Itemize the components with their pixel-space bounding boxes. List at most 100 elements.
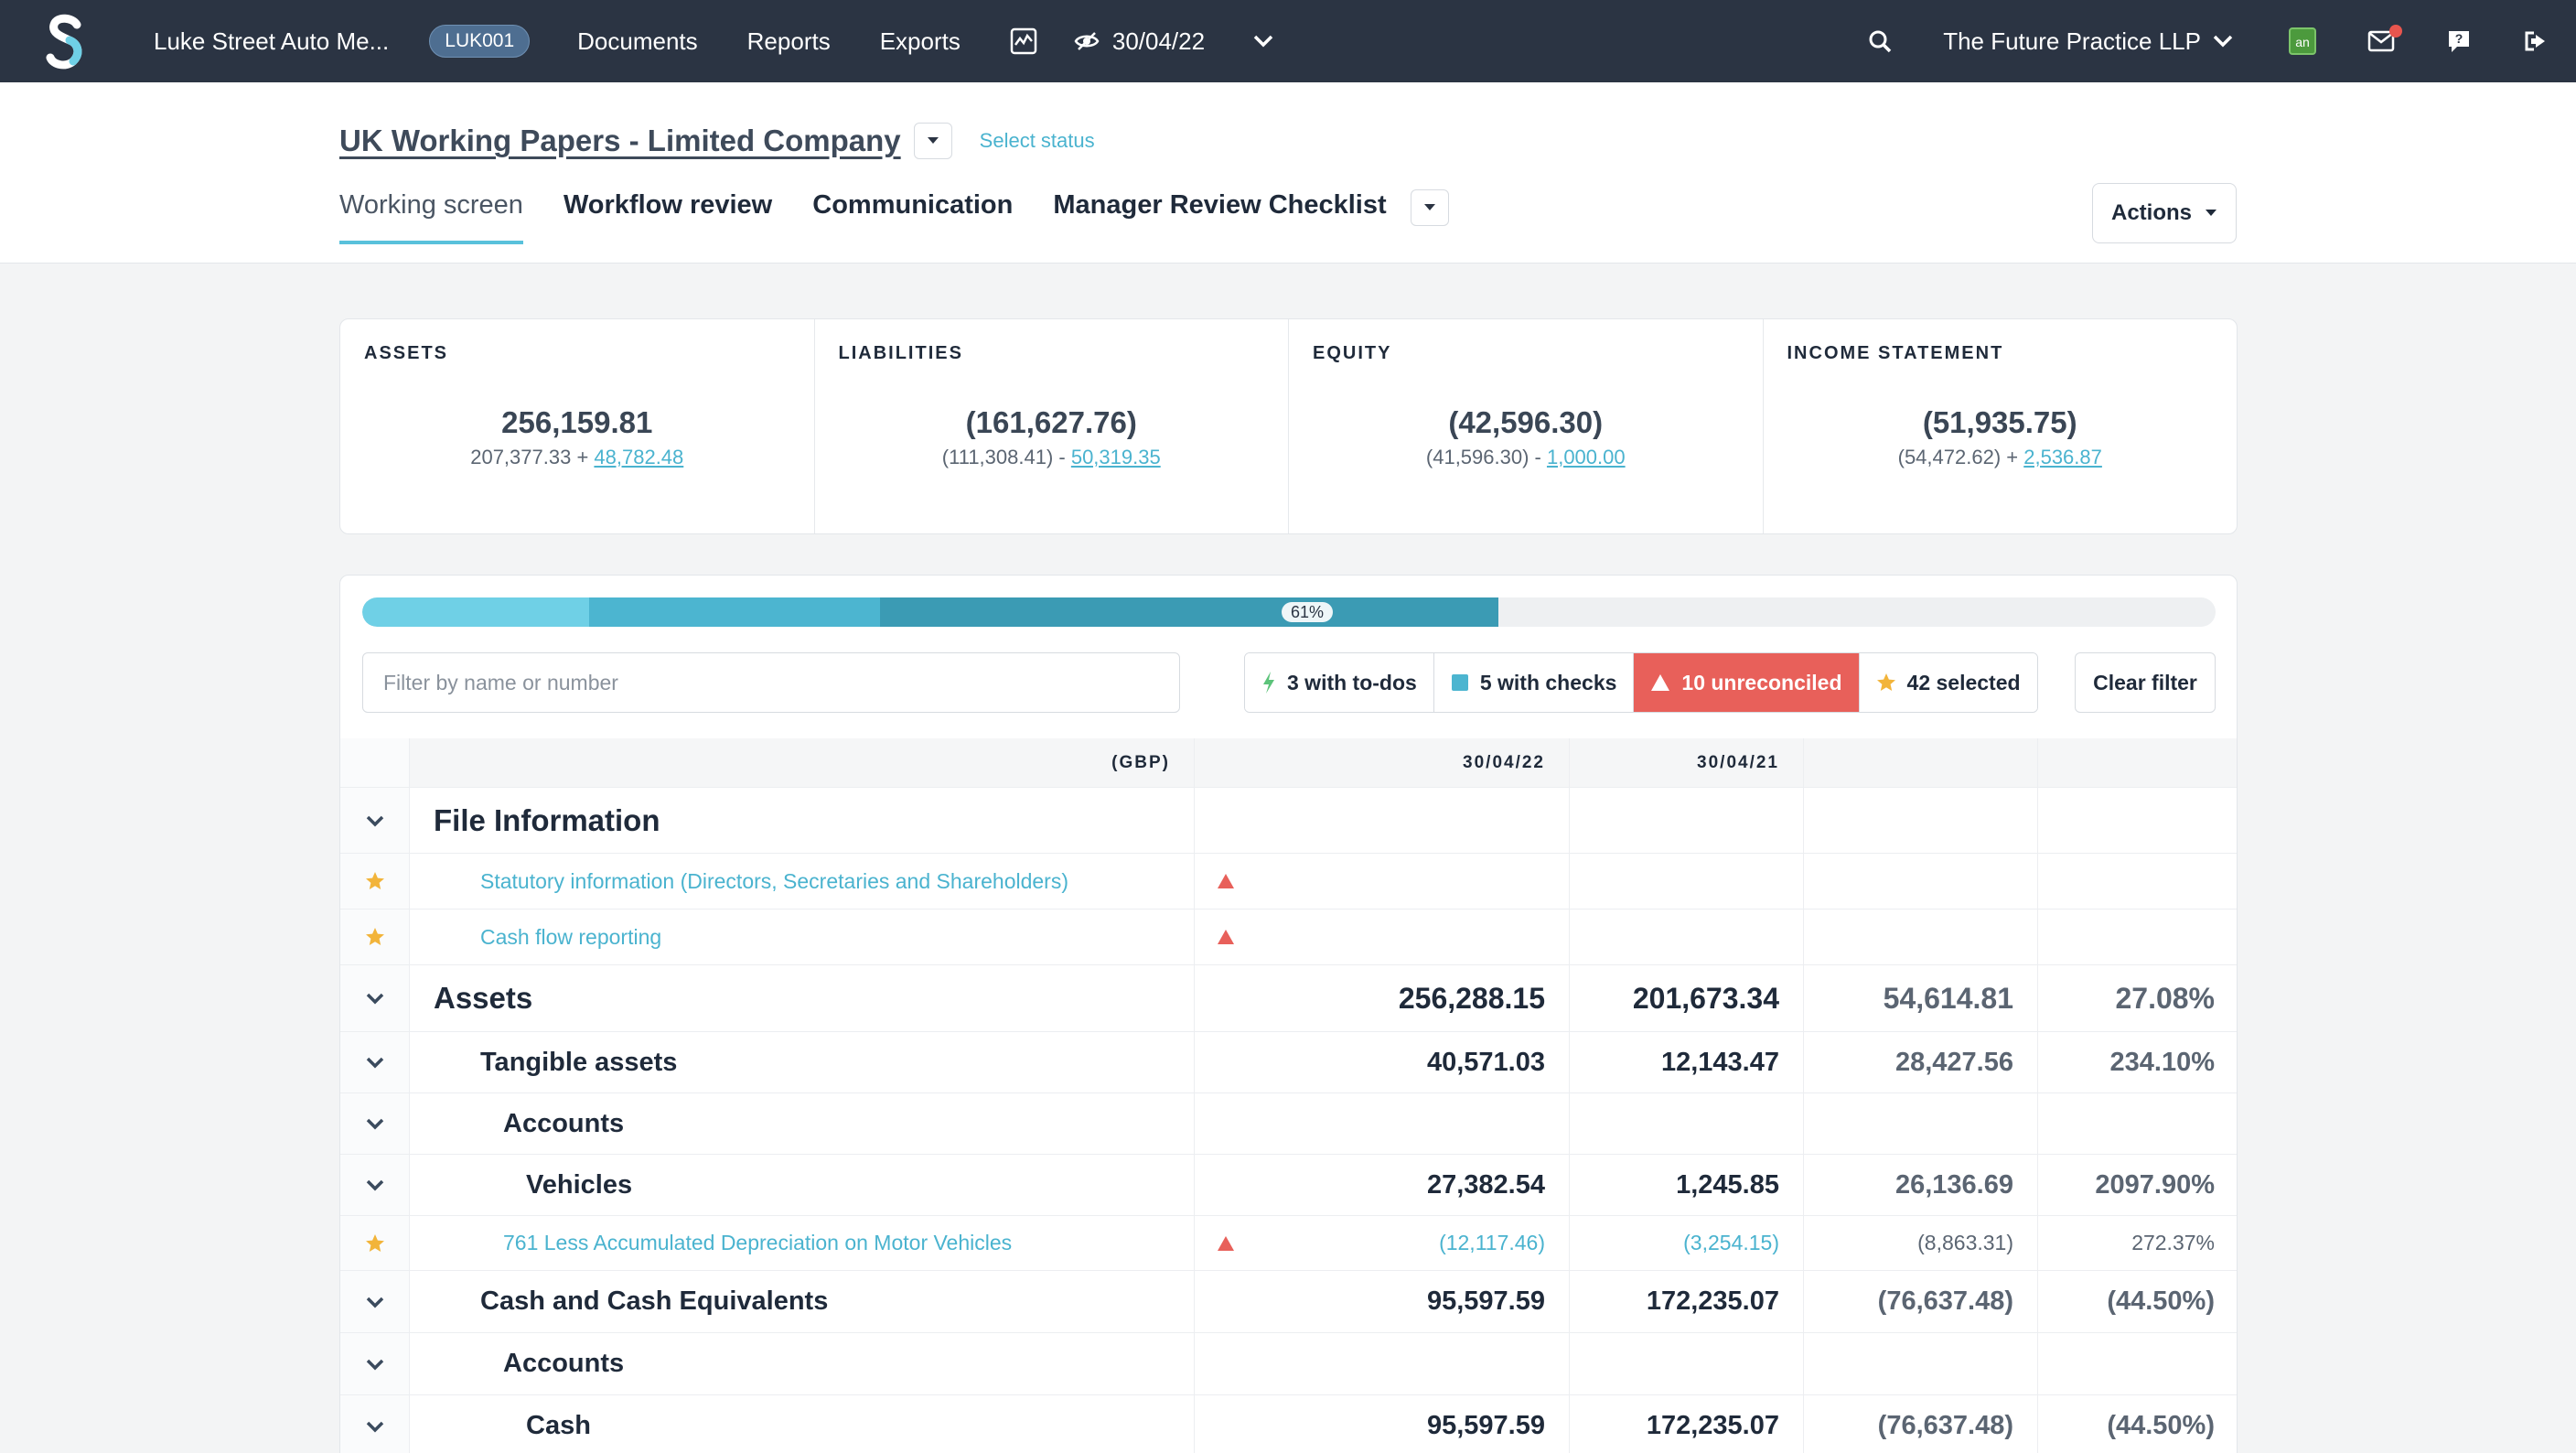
progress-segment-complete (362, 597, 589, 627)
warning-triangle-icon (1651, 674, 1670, 691)
tab-communication[interactable]: Communication (812, 190, 1014, 220)
client-code-badge: LUK001 (429, 25, 531, 58)
prior-value: 201,673.34 (1632, 981, 1779, 1015)
row-label: Accounts (503, 1349, 625, 1378)
filter-chips: 3 with to-dos 5 with checks 10 unreconci… (1244, 652, 2038, 713)
chevron-down-icon[interactable] (340, 1395, 410, 1453)
summary-delta-link[interactable]: 2,536.87 (2023, 446, 2102, 468)
actions-button[interactable]: Actions (2092, 183, 2237, 243)
table-row[interactable]: Cash 95,597.59 172,235.07 (76,637.48) (4… (340, 1395, 2237, 1453)
warning-triangle-icon (1218, 1235, 1234, 1251)
summary-breakdown: (111,308.41) - 50,319.35 (941, 446, 1161, 468)
chevron-down-icon[interactable] (340, 788, 410, 853)
table-row[interactable]: Statutory information (Directors, Secret… (340, 854, 2237, 909)
app-logo-icon[interactable] (33, 0, 99, 82)
chevron-down-icon (2213, 35, 2233, 48)
star-icon (1876, 673, 1895, 691)
variance-value: (8,863.31) (1917, 1231, 2013, 1254)
prior-value: 12,143.47 (1660, 1047, 1779, 1077)
current-value: 27,382.54 (1426, 1169, 1545, 1200)
tab-working-screen[interactable]: Working screen (339, 190, 523, 244)
prior-value[interactable]: (3,254.15) (1683, 1231, 1779, 1254)
tab-workflow-review[interactable]: Workflow review (563, 190, 773, 220)
practice-name: The Future Practice LLP (1943, 27, 2201, 55)
table-row[interactable]: Vehicles 27,382.54 1,245.85 26,136.69 20… (340, 1155, 2237, 1216)
star-icon[interactable] (340, 854, 410, 909)
table-row[interactable]: Accounts (340, 1333, 2237, 1395)
help-icon[interactable]: ? (2446, 28, 2472, 54)
table-row[interactable]: File Information (340, 788, 2237, 854)
star-icon[interactable] (340, 909, 410, 964)
chevron-down-icon[interactable] (340, 1032, 410, 1092)
table-row[interactable]: 761 Less Accumulated Depreciation on Mot… (340, 1216, 2237, 1271)
variance-percent: 234.10% (2109, 1047, 2216, 1077)
row-label: Cash (526, 1411, 591, 1440)
period-date: 30/04/22 (1111, 27, 1206, 55)
summary-label: EQUITY (1313, 343, 1392, 363)
chevron-down-icon[interactable] (340, 1333, 410, 1394)
nav-reports[interactable]: Reports (746, 27, 831, 55)
tab-manager-review-checklist[interactable]: Manager Review Checklist (1053, 190, 1387, 220)
table-row[interactable]: Cash and Cash Equivalents 95,597.59 172,… (340, 1271, 2237, 1333)
selected-filter[interactable]: 42 selected (1859, 653, 2037, 712)
row-link[interactable]: 761 Less Accumulated Depreciation on Mot… (503, 1231, 1013, 1254)
summary-label: LIABILITIES (838, 343, 963, 363)
search-icon[interactable] (1868, 29, 1892, 53)
table-row[interactable]: Assets 256,288.15 201,673.34 54,614.81 2… (340, 965, 2237, 1032)
todos-filter[interactable]: 3 with to-dos (1245, 653, 1434, 712)
current-value[interactable]: (12,117.46) (1439, 1231, 1545, 1254)
prior-value: 1,245.85 (1676, 1169, 1779, 1200)
progress-bar: 61% (362, 597, 2216, 627)
chevron-down-icon[interactable] (1252, 34, 1274, 48)
activity-chart-icon[interactable] (1010, 27, 1037, 55)
notification-dot (2389, 25, 2402, 38)
mail-icon[interactable] (2367, 25, 2402, 52)
nav-exports[interactable]: Exports (879, 27, 961, 55)
caret-down-icon (927, 137, 939, 144)
app-integration-icon[interactable]: an (2289, 27, 2316, 55)
working-screen-panel: 61% 3 with to-dos 5 with checks 10 unrec… (339, 575, 2238, 1453)
title-dropdown-button[interactable] (913, 123, 952, 159)
period-selector[interactable]: 30/04/22 (1074, 27, 1205, 56)
summary-delta-link[interactable]: 50,319.35 (1070, 446, 1161, 468)
clear-filter-button[interactable]: Clear filter (2075, 652, 2216, 713)
row-label: Accounts (503, 1108, 625, 1138)
checks-filter[interactable]: 5 with checks (1433, 653, 1635, 712)
prior-period-header[interactable]: 30/04/21 (1570, 738, 1804, 787)
row-link[interactable]: Cash flow reporting (480, 924, 662, 949)
prior-value: 172,235.07 (1646, 1286, 1779, 1316)
progress-percent: 61% (1282, 602, 1334, 622)
unreconciled-filter[interactable]: 10 unreconciled (1634, 653, 1860, 712)
client-name[interactable]: Luke Street Auto Me... (154, 27, 390, 55)
summary-delta-link[interactable]: 1,000.00 (1546, 446, 1626, 468)
star-icon[interactable] (340, 1216, 410, 1270)
current-value: 256,288.15 (1398, 981, 1545, 1015)
current-value: 95,597.59 (1426, 1286, 1545, 1316)
logout-icon[interactable] (2523, 29, 2549, 53)
summary-breakdown: 207,377.33 + 48,782.48 (470, 446, 684, 468)
chevron-down-icon[interactable] (340, 965, 410, 1031)
select-status-link[interactable]: Select status (979, 129, 1095, 152)
svg-text:?: ? (2455, 31, 2463, 46)
accounts-table: (GBP) 30/04/22 30/04/21 File Information… (340, 738, 2237, 1453)
page-title[interactable]: UK Working Papers - Limited Company (339, 124, 901, 157)
table-row[interactable]: Tangible assets 40,571.03 12,143.47 28,4… (340, 1032, 2237, 1093)
currency-header: (GBP) (410, 738, 1195, 787)
chevron-down-icon[interactable] (340, 1155, 410, 1215)
current-period-header[interactable]: 30/04/22 (1195, 738, 1570, 787)
tabs-more-dropdown[interactable] (1410, 188, 1449, 226)
chevron-down-icon[interactable] (340, 1093, 410, 1154)
practice-selector[interactable]: The Future Practice LLP (1943, 27, 2234, 56)
row-link[interactable]: Statutory information (Directors, Secret… (480, 868, 1069, 893)
variance-percent: 272.37% (2131, 1231, 2215, 1254)
table-row[interactable]: Cash flow reporting (340, 909, 2237, 965)
filter-input[interactable] (362, 652, 1180, 713)
table-header-row: (GBP) 30/04/22 30/04/21 (340, 738, 2237, 788)
table-row[interactable]: Accounts (340, 1093, 2237, 1155)
actions-label: Actions (2110, 200, 2192, 225)
summary-delta-link[interactable]: 48,782.48 (594, 446, 684, 468)
row-label: Cash and Cash Equivalents (480, 1286, 829, 1316)
chevron-down-icon[interactable] (340, 1271, 410, 1332)
nav-documents[interactable]: Documents (577, 27, 698, 55)
lightning-icon (1263, 672, 1274, 694)
